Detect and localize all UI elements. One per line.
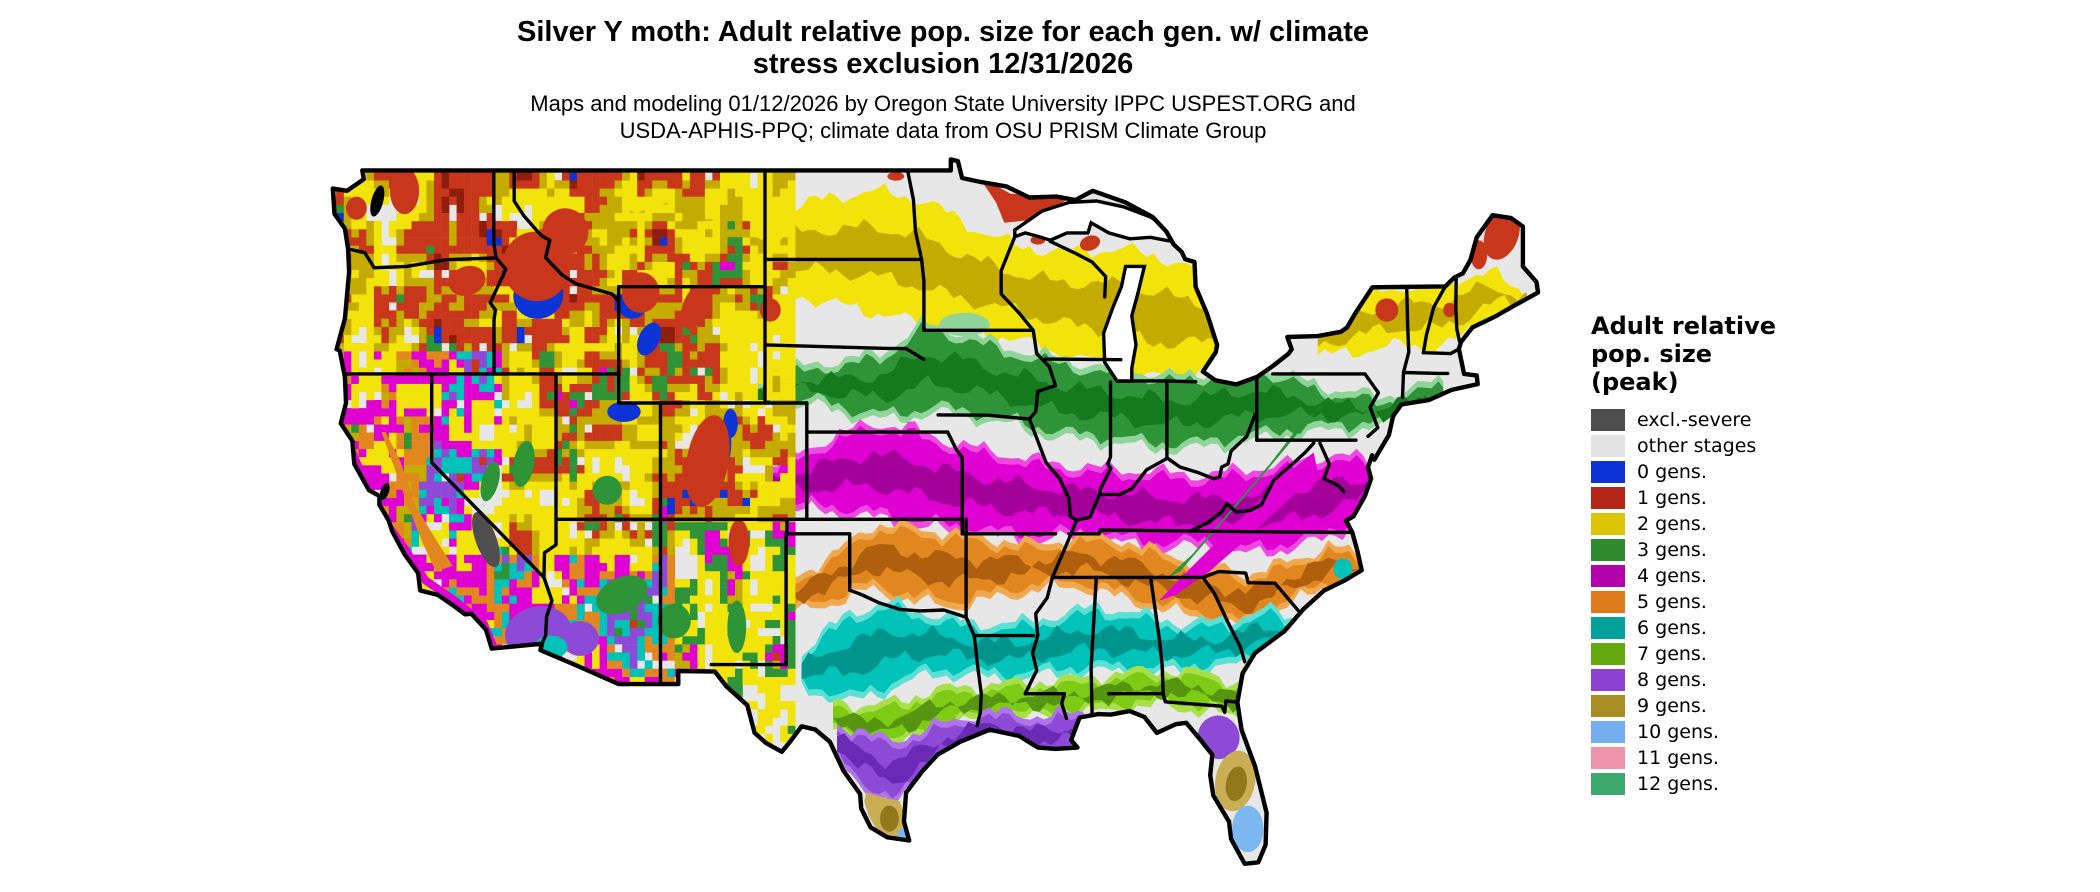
legend-label: 2 gens. xyxy=(1637,513,1707,535)
legend-title-line-2: pop. size xyxy=(1591,340,1713,368)
legend-swatch xyxy=(1591,461,1625,483)
legend-swatch xyxy=(1591,513,1625,535)
legend-swatch xyxy=(1591,487,1625,509)
subtitle-line-2: USDA-APHIS-PPQ; climate data from OSU PR… xyxy=(619,118,1267,143)
legend-swatch xyxy=(1591,539,1625,561)
page-subtitle: Maps and modeling 01/12/2026 by Oregon S… xyxy=(343,90,1543,144)
legend-swatch xyxy=(1591,747,1625,769)
legend-item: other stages xyxy=(1591,433,1821,459)
legend-item: 8 gens. xyxy=(1591,667,1821,693)
legend-item: 3 gens. xyxy=(1591,537,1821,563)
legend-label: other stages xyxy=(1637,435,1757,457)
legend-label: 9 gens. xyxy=(1637,695,1707,717)
legend-label: 7 gens. xyxy=(1637,643,1707,665)
legend-label: 6 gens. xyxy=(1637,617,1707,639)
map-container xyxy=(323,153,1544,889)
legend-item: 5 gens. xyxy=(1591,589,1821,615)
legend-title-line-1: Adult relative xyxy=(1591,312,1777,340)
page-title: Silver Y moth: Adult relative pop. size … xyxy=(343,16,1543,80)
title-line-1: Silver Y moth: Adult relative pop. size … xyxy=(517,16,1369,48)
legend-swatch xyxy=(1591,565,1625,587)
legend-swatch xyxy=(1591,409,1625,431)
legend-label: 12 gens. xyxy=(1637,773,1719,795)
state-borders xyxy=(339,168,1462,728)
lake-michigan xyxy=(1101,264,1147,383)
legend-swatch xyxy=(1591,695,1625,717)
legend: Adult relative pop. size (peak) excl.-se… xyxy=(1591,312,1821,797)
legend-items: excl.-severe other stages 0 gens. 1 gens. 2 … xyxy=(1591,407,1821,797)
legend-label: 11 gens. xyxy=(1637,747,1719,769)
map-layers xyxy=(332,159,1539,864)
legend-label: 8 gens. xyxy=(1637,669,1707,691)
legend-swatch xyxy=(1591,591,1625,613)
legend-label: 0 gens. xyxy=(1637,461,1707,483)
legend-swatch xyxy=(1591,773,1625,795)
legend-item: 7 gens. xyxy=(1591,641,1821,667)
legend-label: 1 gens. xyxy=(1637,487,1707,509)
legend-item: 11 gens. xyxy=(1591,745,1821,771)
legend-label: excl.-severe xyxy=(1637,409,1752,431)
legend-label: 4 gens. xyxy=(1637,565,1707,587)
legend-item: 0 gens. xyxy=(1591,459,1821,485)
legend-item: 12 gens. xyxy=(1591,771,1821,797)
legend-item: 4 gens. xyxy=(1591,563,1821,589)
legend-label: 10 gens. xyxy=(1637,721,1719,743)
legend-title: Adult relative pop. size (peak) xyxy=(1591,312,1821,396)
conus-outline xyxy=(330,157,1541,866)
legend-item: 1 gens. xyxy=(1591,485,1821,511)
lake-superior xyxy=(1013,199,1178,244)
legend-swatch xyxy=(1591,669,1625,691)
legend-label: 5 gens. xyxy=(1637,591,1707,613)
us-map xyxy=(330,157,1541,866)
legend-title-line-3: (peak) xyxy=(1591,368,1679,396)
legend-swatch xyxy=(1591,617,1625,639)
legend-item: 6 gens. xyxy=(1591,615,1821,641)
subtitle-line-1: Maps and modeling 01/12/2026 by Oregon S… xyxy=(530,91,1356,116)
legend-item: 9 gens. xyxy=(1591,693,1821,719)
legend-item: 2 gens. xyxy=(1591,511,1821,537)
legend-swatch xyxy=(1591,435,1625,457)
legend-swatch xyxy=(1591,643,1625,665)
legend-item: excl.-severe xyxy=(1591,407,1821,433)
legend-label: 3 gens. xyxy=(1637,539,1707,561)
legend-item: 10 gens. xyxy=(1591,719,1821,745)
title-line-2: stress exclusion 12/31/2026 xyxy=(752,48,1134,80)
legend-swatch xyxy=(1591,721,1625,743)
